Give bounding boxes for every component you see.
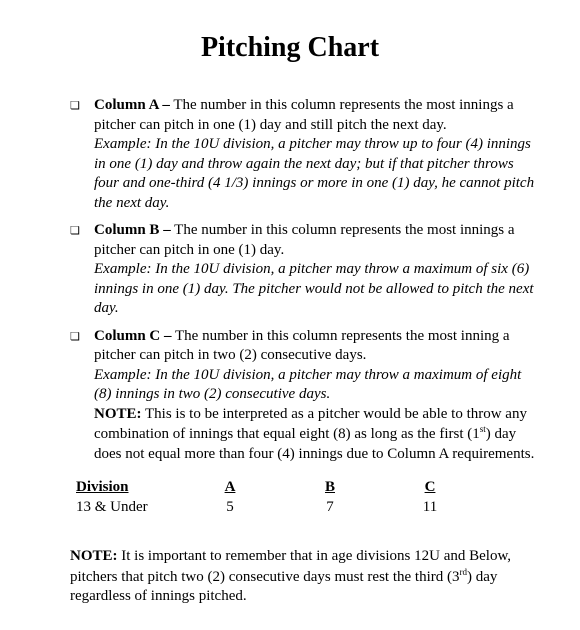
table-cell: 13 & Under: [70, 498, 180, 518]
column-example: Example: In the 10U division, a pitcher …: [94, 136, 534, 211]
table-cell: 7: [280, 498, 380, 518]
bullet-list: ❏ Column A – The number in this column r…: [40, 96, 540, 464]
page-title: Pitching Chart: [40, 30, 540, 66]
table-header: Division: [70, 478, 180, 498]
column-example: Example: In the 10U division, a pitcher …: [94, 261, 534, 316]
dash: –: [160, 328, 171, 344]
bullet-icon: ❏: [70, 327, 94, 465]
note-lead: NOTE:: [70, 548, 118, 564]
table-cell: 5: [180, 498, 280, 518]
list-item-body: Column A – The number in this column rep…: [94, 96, 540, 213]
dash: –: [159, 97, 170, 113]
note-lead: NOTE:: [94, 406, 142, 422]
list-item-body: Column C – The number in this column rep…: [94, 327, 540, 465]
list-item: ❏ Column A – The number in this column r…: [70, 96, 540, 213]
bullet-icon: ❏: [70, 221, 94, 319]
division-table: Division A B C 13 & Under 5 7 11: [70, 478, 540, 517]
table-header: B: [280, 478, 380, 498]
column-lead: Column B: [94, 222, 159, 238]
list-item: ❏ Column C – The number in this column r…: [70, 327, 540, 465]
table-row: 13 & Under 5 7 11: [70, 498, 540, 518]
table-cell: 11: [380, 498, 480, 518]
note-text: It is important to remember that in age …: [70, 548, 511, 585]
document-page: Pitching Chart ❏ Column A – The number i…: [0, 0, 580, 627]
list-item: ❏ Column B – The number in this column r…: [70, 221, 540, 319]
column-lead: Column A: [94, 97, 159, 113]
ordinal-sup: rd: [460, 567, 468, 577]
table-header: C: [380, 478, 480, 498]
table-header-row: Division A B C: [70, 478, 540, 498]
column-example: Example: In the 10U division, a pitcher …: [94, 367, 521, 403]
table-header: A: [180, 478, 280, 498]
bottom-note: NOTE: It is important to remember that i…: [70, 547, 540, 607]
list-item-body: Column B – The number in this column rep…: [94, 221, 540, 319]
dash: –: [159, 222, 170, 238]
column-lead: Column C: [94, 328, 160, 344]
note-text: This is to be interpreted as a pitcher w…: [94, 406, 527, 443]
bullet-icon: ❏: [70, 96, 94, 213]
